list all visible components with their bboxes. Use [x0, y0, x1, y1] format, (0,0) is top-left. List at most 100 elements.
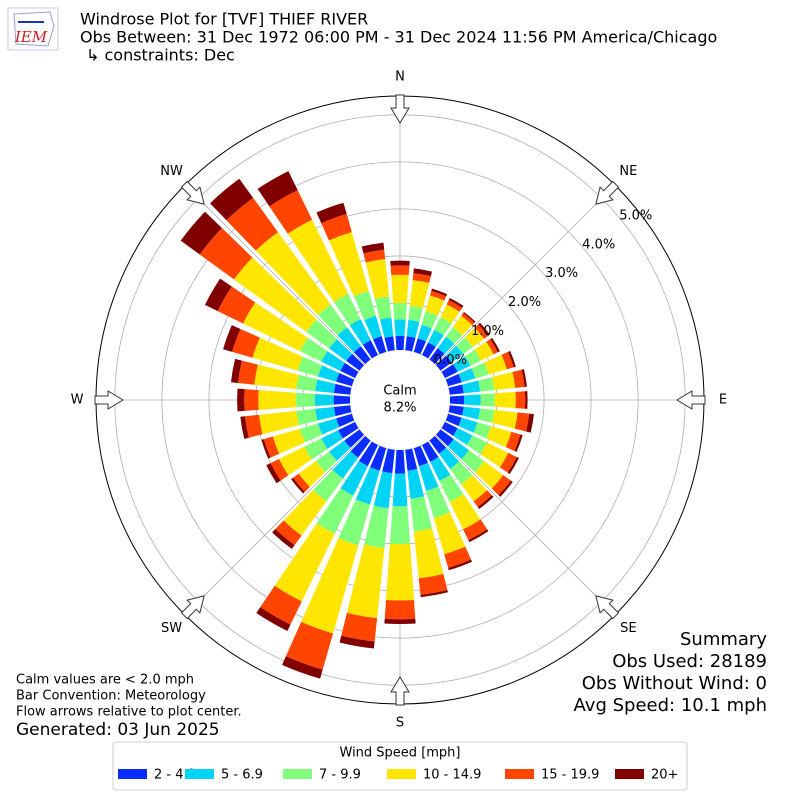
- legend-swatch: [283, 769, 312, 779]
- flow-arrow-shape: [180, 595, 205, 620]
- bar-segment: [413, 445, 428, 467]
- chart-title: Windrose Plot for [TVF] THIEF RIVER: [80, 10, 368, 29]
- bar-segment: [444, 546, 472, 568]
- bar-segment: [321, 430, 343, 450]
- bar-segment: [405, 448, 418, 471]
- logo-text: IEM: [14, 28, 48, 46]
- bar-segment: [240, 416, 249, 439]
- bar-segment: [448, 405, 464, 416]
- bar-segment: [439, 474, 464, 503]
- bar-segment: [362, 340, 379, 359]
- bar-segment: [394, 449, 406, 474]
- bar-segment: [464, 349, 481, 366]
- flow-arrow-shape: [94, 390, 124, 410]
- bar-segment: [452, 315, 473, 336]
- bar-segment: [474, 324, 489, 339]
- bar-segment: [361, 242, 385, 254]
- bar-segment: [274, 523, 335, 602]
- bar-segment: [478, 377, 495, 392]
- compass-label: N: [395, 70, 405, 85]
- bar-segment: [255, 232, 331, 315]
- bar-segment: [336, 413, 355, 428]
- bar-segment: [283, 490, 327, 536]
- bar-segment: [317, 304, 348, 336]
- bar-segment: [413, 528, 444, 579]
- bar-segment: [316, 202, 347, 224]
- bar-segment: [379, 317, 394, 338]
- bar-segment: [420, 589, 448, 598]
- bar-segment: [512, 369, 525, 388]
- bar-segment: [524, 391, 528, 409]
- bar-segment: [272, 529, 295, 549]
- bar-segment: [386, 543, 414, 601]
- chart-subtitle: Obs Between: 31 Dec 1972 06:00 PM - 31 D…: [80, 28, 717, 47]
- flow-arrow-shape: [595, 180, 620, 205]
- bar-segment: [333, 405, 352, 417]
- bar-segment: [315, 406, 336, 421]
- bar-segment: [245, 414, 263, 438]
- bar-segment: [445, 373, 462, 387]
- bar-segment: [418, 574, 448, 595]
- flow-arrow: [390, 676, 410, 706]
- bar-segment: [263, 436, 280, 458]
- bar-segment: [430, 457, 451, 481]
- bar-segment: [312, 469, 343, 502]
- bar-segment: [275, 520, 302, 546]
- bar-segment: [425, 295, 445, 316]
- calm-value: 8.2%: [383, 401, 416, 416]
- bar-segment: [392, 473, 408, 507]
- bar-segment: [462, 406, 481, 420]
- bar-segment: [370, 445, 387, 471]
- flow-arrow: [676, 390, 706, 410]
- bar-segment: [413, 338, 427, 355]
- bar-segment: [318, 418, 340, 435]
- bar-segment: [421, 441, 439, 462]
- bar-segment: [445, 413, 462, 427]
- bar-segment: [486, 339, 498, 355]
- bar-segment: [461, 313, 475, 326]
- grid-spoke: [435, 184, 616, 365]
- flow-arrow-shape: [390, 676, 410, 706]
- bar-segment: [474, 461, 504, 489]
- bar-segment: [238, 360, 258, 385]
- bar-segment: [446, 345, 464, 363]
- note: Flow arrows relative to plot center.: [16, 705, 242, 720]
- bar-segment: [316, 488, 354, 534]
- compass-label: S: [396, 716, 404, 731]
- bar-segment: [448, 297, 464, 308]
- bar-segment: [291, 477, 305, 494]
- bar-segment: [507, 350, 516, 368]
- bar-segment: [328, 232, 369, 297]
- bar-segment: [272, 428, 305, 454]
- bar-segment: [333, 395, 351, 405]
- bar-segment: [338, 421, 359, 439]
- legend-swatch: [118, 769, 147, 779]
- bar-segment: [468, 529, 489, 543]
- legend-title: Wind Speed [mph]: [340, 746, 461, 761]
- bar-segment: [349, 319, 371, 345]
- calm-label: Calm: [383, 384, 416, 399]
- r-tick-label: 3.0%: [545, 266, 578, 281]
- bar-segment: [243, 302, 308, 352]
- bar-segment: [431, 288, 448, 297]
- bar-segment: [473, 490, 492, 508]
- bar-segment: [439, 447, 460, 469]
- bar-segment: [389, 506, 411, 545]
- bar-segment: [285, 621, 334, 670]
- bar-segment: [463, 394, 481, 406]
- bar-segment: [296, 408, 318, 426]
- note: Bar Convention: Meteorology: [16, 689, 206, 704]
- bar-segment: [490, 337, 500, 353]
- bar-segment: [315, 379, 336, 394]
- bar-segment: [456, 337, 473, 355]
- flow-arrow-shape: [180, 180, 205, 205]
- grid-spoke: [184, 184, 365, 365]
- r-tick-label: 5.0%: [619, 208, 652, 223]
- bar-segment: [491, 409, 518, 429]
- bar-segment: [409, 280, 430, 309]
- bar-segment: [223, 325, 241, 352]
- bar-segment: [295, 392, 315, 408]
- flow-arrow: [595, 595, 620, 620]
- bar-segment: [477, 495, 494, 509]
